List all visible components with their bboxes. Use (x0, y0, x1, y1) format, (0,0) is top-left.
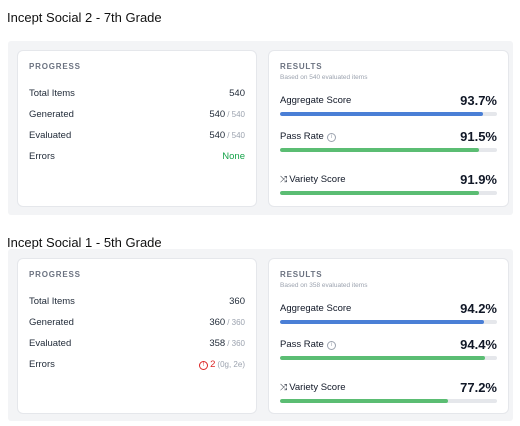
evaluated-denominator: / 540 (227, 131, 245, 140)
aggregate-score-metric: Aggregate Score 93.7% (280, 93, 497, 123)
aggregate-score-metric: Aggregate Score 94.2% (280, 301, 497, 331)
variety-score-label: Variety Score (289, 382, 346, 393)
variety-score-track (280, 399, 497, 403)
errors-label: Errors (29, 359, 55, 370)
generated-denominator: / 540 (227, 110, 245, 119)
total-items-row: Total Items 360 (29, 296, 245, 310)
errors-value: None (222, 151, 245, 162)
pass-rate-track (280, 356, 497, 360)
results-card: RESULTS Based on 358 evaluated items Agg… (268, 258, 509, 414)
aggregate-score-label: Aggregate Score (280, 303, 352, 314)
pass-rate-label: Pass Rate (280, 339, 324, 350)
total-items-row: Total Items 540 (29, 88, 245, 102)
variety-score-value: 77.2% (460, 380, 497, 395)
variety-score-bar (280, 191, 480, 195)
aggregate-score-label: Aggregate Score (280, 95, 352, 106)
aggregate-score-bar (280, 112, 484, 116)
generated-value: 360 (209, 317, 226, 328)
variety-score-metric: ⤨ Variety Score 77.2% (280, 380, 497, 410)
total-items-label: Total Items (29, 296, 75, 307)
info-icon[interactable]: i (326, 133, 336, 142)
evaluated-value-group: 358/ 360 (209, 338, 245, 349)
errors-value-group: ! 2 (0g, 2e) (199, 359, 245, 370)
evaluated-value-group: 540/ 540 (209, 130, 245, 141)
errors-row: Errors None (29, 151, 245, 165)
generated-label: Generated (29, 109, 74, 120)
evaluated-row: Evaluated 540/ 540 (29, 130, 245, 144)
aggregate-score-value: 93.7% (460, 93, 497, 108)
variety-score-label: Variety Score (289, 174, 346, 185)
generated-row: Generated 540/ 540 (29, 109, 245, 123)
generated-label: Generated (29, 317, 74, 328)
aggregate-score-value: 94.2% (460, 301, 497, 316)
progress-heading: PROGRESS (29, 270, 81, 279)
results-card: RESULTS Based on 540 evaluated items Agg… (268, 50, 509, 207)
progress-card: PROGRESS Total Items 540 Generated 540/ … (17, 50, 257, 207)
total-items-value: 360 (229, 296, 245, 307)
errors-row: Errors ! 2 (0g, 2e) (29, 359, 245, 373)
aggregate-score-track (280, 320, 497, 324)
variety-score-bar (280, 399, 448, 403)
generated-row: Generated 360/ 360 (29, 317, 245, 331)
error-circle-icon: ! (199, 361, 209, 370)
errors-value: 2 (210, 359, 216, 370)
pass-rate-metric: Pass Rate i 94.4% (280, 337, 497, 367)
results-subheading: Based on 540 evaluated items (280, 74, 368, 81)
evaluated-label: Evaluated (29, 130, 72, 141)
pass-rate-label: Pass Rate (280, 131, 324, 142)
aggregate-score-bar (280, 320, 485, 324)
errors-detail: (0g, 2e) (217, 360, 245, 369)
progress-heading: PROGRESS (29, 62, 81, 71)
results-heading: RESULTS (280, 270, 323, 279)
results-heading: RESULTS (280, 62, 323, 71)
progress-card: PROGRESS Total Items 360 Generated 360/ … (17, 258, 257, 414)
pass-rate-bar (280, 356, 485, 360)
info-icon[interactable]: i (326, 341, 336, 350)
total-items-label: Total Items (29, 88, 75, 99)
aggregate-score-track (280, 112, 497, 116)
generated-value-group: 360/ 360 (209, 317, 245, 328)
evaluated-denominator: / 360 (227, 339, 245, 348)
variety-score-value: 91.9% (460, 172, 497, 187)
section-panel: PROGRESS Total Items 540 Generated 540/ … (8, 41, 513, 215)
total-items-value: 540 (229, 88, 245, 99)
shuffle-icon: ⤨ (280, 382, 288, 392)
section-panel: PROGRESS Total Items 360 Generated 360/ … (8, 249, 513, 421)
generated-value-group: 540/ 540 (209, 109, 245, 120)
shuffle-icon: ⤨ (280, 174, 288, 184)
pass-rate-value: 91.5% (460, 129, 497, 144)
pass-rate-bar (280, 148, 479, 152)
evaluated-value: 540 (209, 130, 226, 141)
section-title: Incept Social 1 - 5th Grade (7, 235, 162, 250)
variety-score-metric: ⤨ Variety Score 91.9% (280, 172, 497, 202)
evaluated-label: Evaluated (29, 338, 72, 349)
results-subheading: Based on 358 evaluated items (280, 282, 368, 289)
pass-rate-track (280, 148, 497, 152)
variety-score-track (280, 191, 497, 195)
evaluated-row: Evaluated 358/ 360 (29, 338, 245, 352)
pass-rate-metric: Pass Rate i 91.5% (280, 129, 497, 159)
pass-rate-value: 94.4% (460, 337, 497, 352)
evaluated-value: 358 (209, 338, 226, 349)
generated-denominator: / 360 (227, 318, 245, 327)
generated-value: 540 (209, 109, 226, 120)
errors-label: Errors (29, 151, 55, 162)
section-title: Incept Social 2 - 7th Grade (7, 10, 162, 25)
